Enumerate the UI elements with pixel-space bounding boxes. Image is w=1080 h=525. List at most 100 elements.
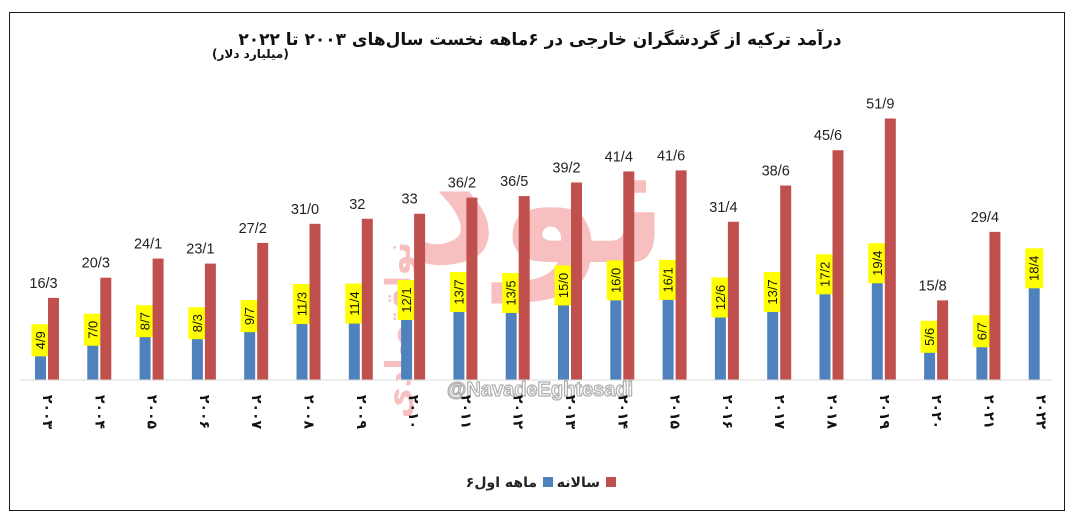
data-label-half-1: 7/0 xyxy=(85,321,100,339)
data-label-annual-4: 27/2 xyxy=(239,221,267,237)
label-highlight-12 xyxy=(659,259,678,300)
bar-half-5 xyxy=(296,323,308,380)
data-label-half-0: 4/9 xyxy=(33,331,48,349)
data-label-annual-7: 33 xyxy=(402,192,418,208)
data-label-half-17: 5/6 xyxy=(922,328,937,346)
bar-half-0 xyxy=(35,355,46,380)
label-highlight-10 xyxy=(554,265,573,306)
tick-label-3: ۲۰۰۶ xyxy=(196,395,212,429)
data-label-half-12: 16/1 xyxy=(661,267,676,292)
data-label-annual-17: 15/8 xyxy=(918,278,946,294)
legend-label-half: ۶ماهه اول xyxy=(466,475,537,491)
bar-annual-13 xyxy=(727,221,739,380)
data-label-half-5: 11/3 xyxy=(295,292,310,316)
bar-annual-12 xyxy=(675,170,687,380)
bar-annual-1 xyxy=(100,277,112,380)
data-label-annual-18: 29/4 xyxy=(971,210,999,226)
data-label-annual-13: 31/4 xyxy=(709,200,737,216)
data-label-half-4: 9/7 xyxy=(242,307,257,325)
bar-half-6 xyxy=(348,322,360,380)
label-highlight-2 xyxy=(136,305,155,338)
tick-label-14: ۲۰۱۷ xyxy=(771,395,787,430)
bar-half-18 xyxy=(976,346,988,380)
data-label-annual-5: 31/0 xyxy=(291,202,319,218)
bar-annual-14 xyxy=(780,185,792,380)
data-label-annual-15: 45/6 xyxy=(814,128,842,144)
data-label-half-2: 8/7 xyxy=(138,312,153,330)
bars-layer: 4/9 16/3 7/0 20/3 8/7 24/1 8/3 23/1 9/7 27/2 11/3 3… xyxy=(29,97,1044,380)
bar-annual-18 xyxy=(989,231,1001,380)
label-highlight-18 xyxy=(972,315,991,348)
legend-label-annual: سالانه xyxy=(557,475,600,491)
data-label-annual-0: 16/3 xyxy=(29,276,57,292)
tick-label-5: ۲۰۰۸ xyxy=(301,395,317,430)
bar-annual-9 xyxy=(518,196,530,380)
bar-annual-7 xyxy=(414,213,426,380)
bar-half-17 xyxy=(924,351,936,380)
label-highlight-5 xyxy=(293,284,311,325)
data-label-half-7: 12/1 xyxy=(399,287,414,312)
watermark-handle: @NavadeEghtesadi xyxy=(447,379,633,401)
bar-half-2 xyxy=(139,336,151,380)
data-label-annual-11: 41/4 xyxy=(605,149,633,165)
bar-annual-11 xyxy=(623,171,635,380)
data-label-annual-6: 32 xyxy=(349,197,365,213)
bar-annual-2 xyxy=(152,258,164,380)
bar-annual-17 xyxy=(937,300,949,380)
label-highlight-6 xyxy=(345,283,364,324)
label-highlight-8 xyxy=(449,271,468,312)
chart-subtitle: (میلیارد دلار) xyxy=(212,47,289,61)
bar-annual-10 xyxy=(571,182,582,380)
label-highlight-17 xyxy=(920,320,939,353)
data-label-half-9: 13/5 xyxy=(504,280,519,305)
label-highlight-4 xyxy=(240,300,259,333)
bar-half-14 xyxy=(767,310,779,380)
data-label-half-14: 13/7 xyxy=(765,279,780,304)
bar-half-19 xyxy=(1028,287,1040,380)
bar-annual-3 xyxy=(204,263,216,380)
bar-half-8 xyxy=(453,310,465,380)
x-tick-labels: ۲۰۰۳ ۲۰۰۴ ۲۰۰۵ ۲۰۰۶ ۲۰۰۷ ۲۰۰۸ ۲۰۰۹ ۲۰۱۰ ۲۰۱۱ ۲۰۱۲… xyxy=(39,395,1049,430)
bar-annual-5 xyxy=(309,223,321,380)
data-label-half-19: 18/4 xyxy=(1027,256,1042,281)
data-label-annual-10: 39/2 xyxy=(552,160,580,176)
bar-half-11 xyxy=(610,299,622,380)
data-label-annual-1: 20/3 xyxy=(82,256,110,272)
tick-label-15: ۲۰۱۸ xyxy=(824,395,840,430)
tick-label-13: ۲۰۱۶ xyxy=(719,395,735,429)
legend-swatch-half xyxy=(543,477,553,487)
data-label-annual-12: 41/6 xyxy=(657,148,685,164)
tick-label-6: ۲۰۰۹ xyxy=(353,395,369,430)
tick-label-8: ۲۰۱۱ xyxy=(457,395,473,429)
bar-half-4 xyxy=(244,331,256,380)
tick-label-12: ۲۰۱۵ xyxy=(667,395,683,430)
data-label-half-8: 13/7 xyxy=(451,279,466,304)
label-highlight-13 xyxy=(711,277,730,318)
watermark-side-text: نواقتصادی xyxy=(379,242,419,419)
bar-half-3 xyxy=(191,338,203,380)
data-label-annual-2: 24/1 xyxy=(134,237,162,253)
data-label-annual-16: 51/9 xyxy=(866,97,894,113)
label-highlight-9 xyxy=(502,272,521,313)
data-label-half-10: 15/0 xyxy=(556,273,571,298)
data-label-half-18: 6/7 xyxy=(974,322,989,340)
label-highlight-11 xyxy=(606,260,625,301)
label-highlight-16 xyxy=(868,243,887,284)
legend-swatch-annual xyxy=(606,477,616,487)
label-highlight-19 xyxy=(1025,248,1044,289)
tick-label-19: ۲۰۲۲ xyxy=(1033,395,1049,430)
bar-half-16 xyxy=(871,282,883,380)
data-label-half-3: 8/3 xyxy=(190,314,205,332)
bar-half-13 xyxy=(714,316,726,380)
tick-label-10: ۲۰۱۳ xyxy=(562,395,578,430)
data-label-half-13: 12/6 xyxy=(713,285,728,310)
tick-label-17: ۲۰۲۰ xyxy=(928,395,944,429)
label-highlight-3 xyxy=(188,307,207,340)
data-label-half-15: 17/2 xyxy=(818,262,833,287)
bar-half-1 xyxy=(87,344,99,380)
bar-half-15 xyxy=(819,293,831,380)
bar-annual-16 xyxy=(884,118,896,380)
tick-label-2: ۲۰۰۵ xyxy=(144,395,160,430)
label-highlight-14 xyxy=(763,271,782,312)
